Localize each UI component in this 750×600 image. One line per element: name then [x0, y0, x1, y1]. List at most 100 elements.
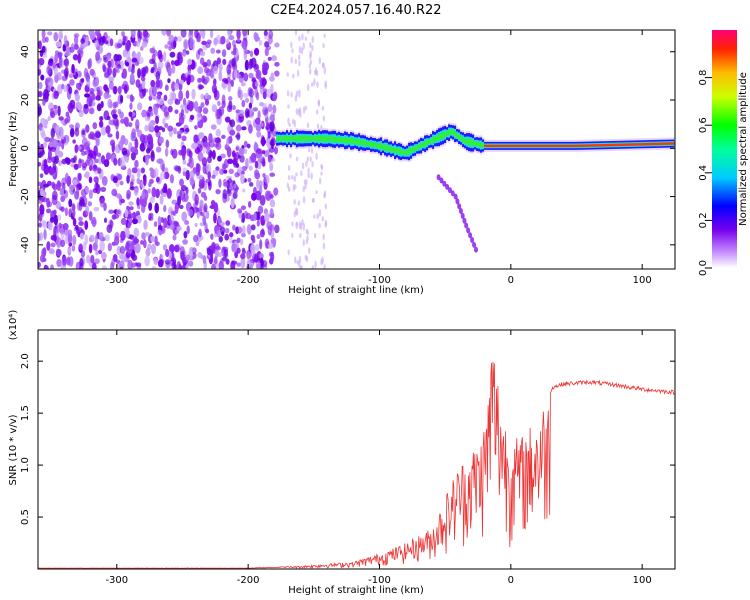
band-core: [546, 144, 549, 148]
x-tick-label: -200: [237, 575, 260, 586]
streak-speckle: [302, 106, 306, 114]
band-core: [460, 136, 463, 141]
noise-speckle: [153, 257, 158, 265]
band-core: [564, 144, 567, 148]
band-core: [512, 144, 515, 148]
noise-speckle: [119, 156, 126, 163]
streak-speckle: [318, 209, 322, 217]
noise-speckle: [195, 241, 200, 247]
noise-speckle: [103, 92, 110, 100]
noise-speckle: [56, 258, 62, 268]
band-core: [400, 149, 403, 155]
noise-speckle: [64, 157, 70, 163]
band-core: [456, 133, 459, 138]
noise-speckle: [206, 59, 212, 67]
noise-speckle: [47, 201, 53, 208]
colorbar-tick-label: 0.2: [698, 212, 709, 228]
band-core: [630, 143, 633, 146]
noise-speckle: [211, 149, 216, 160]
noise-speckle: [196, 144, 203, 153]
band-core: [498, 144, 501, 148]
band-core: [466, 139, 469, 145]
streak-speckle: [306, 156, 309, 162]
noise-speckle: [248, 72, 254, 79]
noise-speckle: [246, 224, 252, 235]
band-core: [622, 143, 625, 146]
noise-speckle: [171, 81, 176, 92]
noise-speckle: [62, 43, 67, 52]
band-core: [360, 140, 363, 145]
noise-speckle: [213, 202, 219, 214]
noise-speckle: [184, 220, 190, 226]
band-core: [570, 144, 573, 148]
noise-speckle: [77, 53, 81, 64]
band-core: [306, 136, 309, 141]
band-core: [660, 142, 663, 146]
noise-speckle: [241, 99, 246, 108]
noise-speckle: [50, 146, 57, 153]
band-core: [652, 142, 655, 146]
noise-speckle: [111, 241, 117, 246]
noise-speckle: [211, 104, 218, 113]
noise-speckle: [129, 102, 133, 110]
noise-speckle: [182, 167, 188, 172]
streak-speckle: [303, 179, 307, 185]
noise-speckle: [235, 124, 242, 132]
streak-speckle: [314, 67, 318, 75]
noise-speckle: [267, 131, 271, 139]
band-core: [450, 129, 453, 134]
noise-speckle: [171, 261, 176, 269]
noise-speckle: [248, 165, 253, 171]
noise-speckle: [75, 82, 80, 90]
chirp-mark: [455, 198, 460, 205]
noise-speckle: [38, 181, 42, 187]
streak-speckle: [311, 82, 314, 87]
band-core: [324, 136, 327, 142]
noise-speckle: [127, 248, 133, 254]
noise-speckle: [43, 158, 48, 169]
noise-speckle: [97, 167, 102, 174]
band-core: [590, 144, 593, 147]
noise-speckle: [95, 30, 101, 36]
noise-speckle: [153, 49, 158, 57]
noise-speckle: [72, 217, 77, 227]
streak-speckle: [295, 90, 299, 98]
noise-speckle: [188, 260, 194, 267]
noise-speckle: [129, 181, 134, 189]
noise-speckle: [86, 78, 91, 88]
snr-x-ticks: -300 -200 -100 0 100: [105, 330, 652, 586]
chirp-mark: [445, 183, 450, 190]
noise-speckle: [71, 203, 76, 212]
noise-speckle: [227, 82, 231, 93]
noise-speckle: [199, 212, 205, 217]
noise-speckle: [167, 125, 174, 132]
spectrogram-x-label: Height of straight line (km): [288, 285, 424, 296]
noise-speckle: [212, 65, 219, 75]
noise-speckle: [108, 76, 115, 83]
band-core: [424, 141, 427, 147]
noise-speckle: [87, 59, 91, 70]
band-core: [326, 136, 329, 142]
band-core: [342, 138, 345, 143]
noise-speckle: [119, 260, 125, 269]
noise-speckle: [182, 50, 187, 57]
streak-speckle: [324, 203, 328, 210]
streak-speckle: [320, 171, 323, 176]
colorbar-tick-label: 0.4: [698, 165, 709, 181]
noise-speckle: [238, 147, 244, 157]
noise-speckle: [47, 116, 51, 121]
noise-speckle: [119, 160, 126, 168]
band-core: [384, 145, 387, 150]
noise-speckle: [38, 261, 41, 268]
band-core: [322, 136, 325, 142]
noise-speckle: [222, 188, 228, 200]
noise-speckle: [103, 217, 108, 224]
noise-speckle: [68, 198, 73, 208]
noise-speckle: [226, 104, 233, 113]
noise-speckle: [74, 144, 79, 154]
noise-speckle: [120, 135, 126, 145]
noise-speckle: [101, 265, 107, 269]
noise-speckle: [135, 79, 141, 88]
chirp-mark: [447, 187, 452, 194]
noise-speckle: [196, 208, 200, 219]
